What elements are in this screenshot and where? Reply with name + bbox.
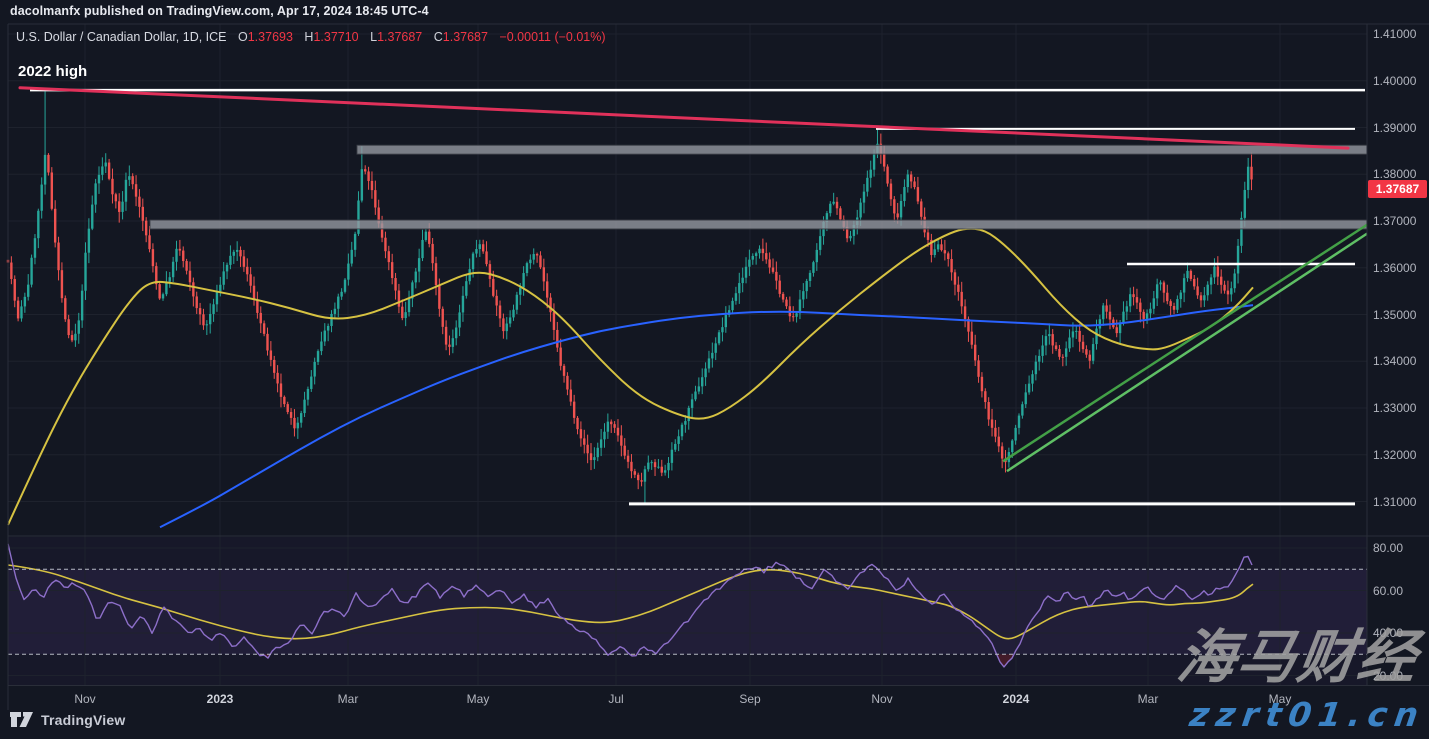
annotation-2022-high[interactable]: 2022 high bbox=[18, 63, 88, 80]
resistance-zone bbox=[149, 219, 1368, 230]
symbol-legend[interactable]: U.S. Dollar / Canadian Dollar, 1D, ICE O… bbox=[16, 30, 606, 44]
tradingview-logo[interactable]: TradingView bbox=[10, 711, 125, 728]
price-change: −0.00011 (−0.01%) bbox=[499, 30, 606, 44]
ma-yellow-line bbox=[7, 227, 1254, 526]
symbol-title[interactable]: U.S. Dollar / Canadian Dollar, 1D, ICE bbox=[16, 30, 227, 44]
rsi-line bbox=[7, 543, 1253, 668]
ohlc-open: O1.37693 bbox=[238, 30, 293, 44]
rsi-oversold-fill bbox=[996, 654, 1014, 667]
green-trendline bbox=[1002, 223, 1368, 463]
ohlc-high: H1.37710 bbox=[304, 30, 359, 44]
ohlc-low: L1.37687 bbox=[370, 30, 423, 44]
tradingview-logo-icon bbox=[10, 712, 33, 727]
attribution-text: dacolmanfx published on TradingView.com,… bbox=[10, 4, 429, 18]
resistance-zone bbox=[356, 144, 1368, 155]
candles bbox=[6, 91, 1253, 505]
last-price-badge: 1.37687 bbox=[1368, 180, 1427, 198]
green-trendline bbox=[1006, 232, 1368, 473]
ohlc-close: C1.37687 bbox=[433, 30, 488, 44]
tradingview-logo-text: TradingView bbox=[41, 711, 126, 728]
rsi-ma-line bbox=[7, 564, 1254, 640]
red-trendline bbox=[18, 86, 1350, 150]
